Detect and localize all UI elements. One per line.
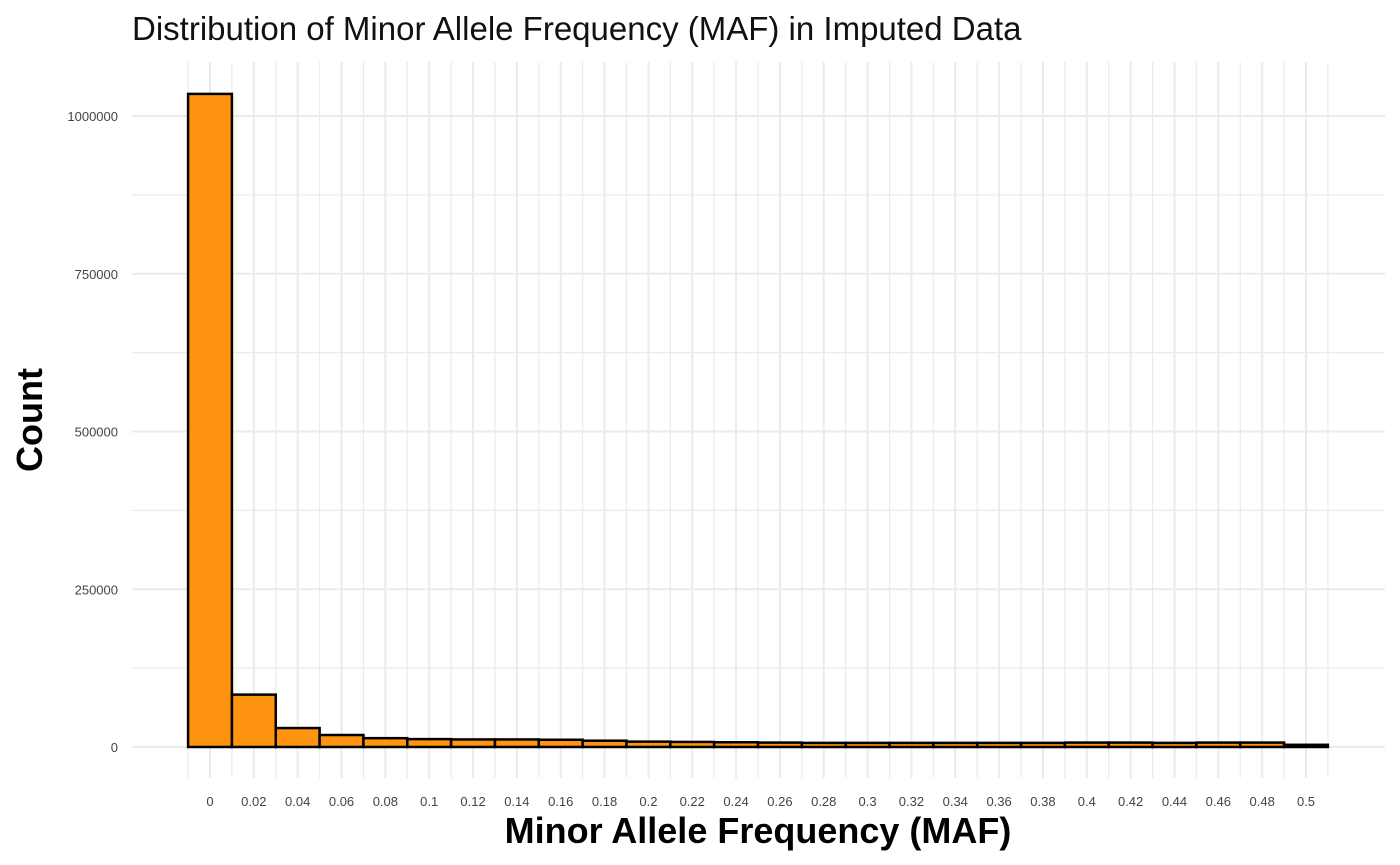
x-tick-label: 0.48 — [1250, 794, 1275, 809]
histogram-bar — [1282, 743, 1330, 749]
y-tick-label: 0 — [111, 740, 118, 755]
x-tick-label: 0.46 — [1206, 794, 1231, 809]
y-tick-label: 250000 — [75, 582, 118, 597]
histogram-bars — [186, 92, 1330, 749]
histogram-bar — [493, 738, 541, 749]
x-tick-label: 0.16 — [548, 794, 573, 809]
x-tick-label: 0 — [206, 794, 213, 809]
x-tick-label: 0.04 — [285, 794, 310, 809]
grid-lines — [132, 62, 1385, 778]
histogram-bar — [932, 741, 979, 749]
x-tick-label: 0.32 — [899, 794, 924, 809]
x-tick-label: 0.14 — [504, 794, 529, 809]
x-tick-label: 0.08 — [373, 794, 398, 809]
histogram-bar — [230, 693, 278, 749]
histogram-bar — [1238, 741, 1286, 749]
histogram-bar — [975, 741, 1023, 749]
histogram-bar — [1195, 741, 1242, 749]
x-tick-label: 0.44 — [1162, 794, 1187, 809]
histogram-bar — [449, 738, 497, 749]
y-tick-label: 750000 — [75, 267, 118, 282]
histogram-bar — [362, 736, 409, 749]
x-tick-label: 0.38 — [1030, 794, 1055, 809]
histogram-bar — [669, 740, 716, 749]
histogram-bar — [186, 92, 234, 749]
x-tick-label: 0.34 — [943, 794, 968, 809]
y-tick-labels: 0 250000 500000 750000 1000000 — [67, 109, 118, 755]
histogram-bar — [274, 726, 321, 749]
x-tick-label: 0.3 — [859, 794, 877, 809]
x-tick-label: 0.5 — [1297, 794, 1315, 809]
x-tick-label: 0.1 — [420, 794, 438, 809]
x-tick-label: 0.02 — [241, 794, 266, 809]
x-tick-label: 0.2 — [639, 794, 657, 809]
x-tick-label: 0.12 — [460, 794, 485, 809]
y-tick-label: 500000 — [75, 425, 118, 440]
x-tick-label: 0.18 — [592, 794, 617, 809]
histogram-bar — [800, 741, 847, 749]
histogram-bar — [318, 733, 365, 749]
histogram-bar — [756, 741, 804, 749]
x-tick-label: 0.24 — [723, 794, 748, 809]
histogram-bar — [537, 738, 584, 749]
histogram-bar — [712, 741, 760, 749]
x-tick-labels: 0 0.02 0.04 0.06 0.08 0.1 0.12 0.14 0.16 0.18 0.2 0… — [206, 794, 1315, 809]
y-tick-label: 1000000 — [67, 109, 118, 124]
histogram-bar — [581, 739, 628, 749]
histogram-bar — [1107, 741, 1154, 749]
histogram-bar — [888, 741, 935, 749]
histogram-bar — [1063, 741, 1110, 749]
x-tick-label: 0.22 — [680, 794, 705, 809]
x-tick-label: 0.42 — [1118, 794, 1143, 809]
x-tick-label: 0.26 — [767, 794, 792, 809]
x-tick-label: 0.28 — [811, 794, 836, 809]
histogram-bar — [1151, 741, 1198, 749]
x-tick-label: 0.06 — [329, 794, 354, 809]
x-tick-label: 0.4 — [1078, 794, 1096, 809]
x-axis-title: Minor Allele Frequency (MAF) — [504, 810, 1012, 851]
chart-title: Distribution of Minor Allele Frequency (… — [132, 10, 1022, 47]
x-tick-label: 0.36 — [986, 794, 1011, 809]
histogram-bar — [625, 740, 672, 749]
histogram-bar — [406, 737, 453, 749]
histogram-bar — [1019, 741, 1067, 749]
histogram-bar — [844, 741, 891, 749]
